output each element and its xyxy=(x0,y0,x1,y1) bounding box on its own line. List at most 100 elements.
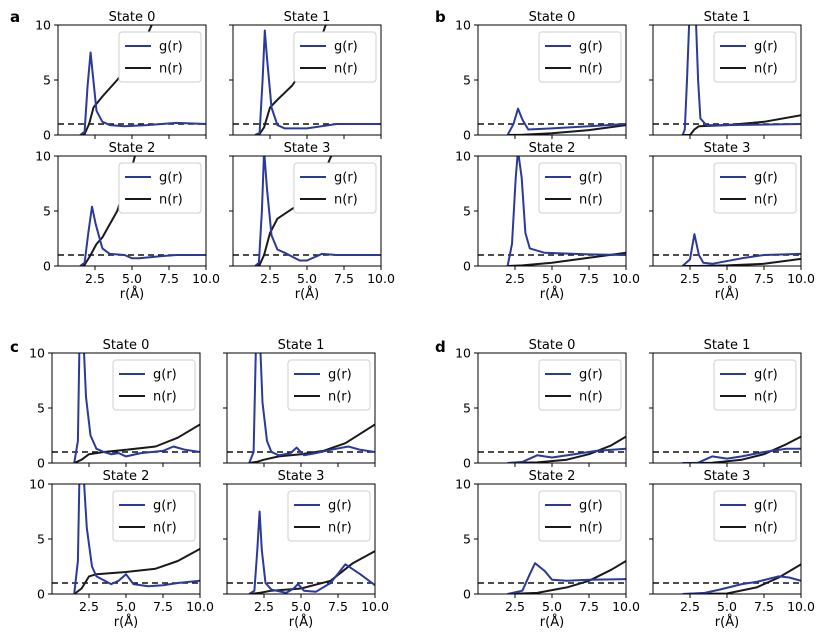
g-r-series-line xyxy=(506,156,626,266)
panel-letter-b: b xyxy=(435,8,446,26)
legend-box xyxy=(538,31,622,83)
y-tick-label: 10 xyxy=(29,477,45,492)
subplot-title: State 2 xyxy=(103,469,150,484)
x-axis-label: r(Å) xyxy=(540,286,564,302)
legend: g(r) n(r) xyxy=(118,31,202,83)
y-tick-label: 10 xyxy=(35,149,51,164)
n-r-series-line xyxy=(682,257,801,266)
x-tick-label: 5.0 xyxy=(122,271,142,286)
x-axis-label: r(Å) xyxy=(289,614,313,630)
x-tick-label: 7.5 xyxy=(754,271,774,286)
x-tick-label: 7.5 xyxy=(579,599,599,614)
legend-box xyxy=(118,162,202,214)
y-tick-label: 10 xyxy=(35,18,51,33)
g-r-series-line xyxy=(682,575,801,594)
x-tick-label: 5.0 xyxy=(297,271,317,286)
subplot-a-state-2: State 2 0 5 10 2.5 5.0 7.5 10.0 r(Å) g(r) n(r) xyxy=(35,141,220,302)
g-r-series-line xyxy=(79,205,206,266)
legend-label-g-r: g(r) xyxy=(754,499,778,514)
legend-label-g-r: g(r) xyxy=(328,499,352,514)
legend-label-g-r: g(r) xyxy=(153,499,177,514)
subplot-title: State 1 xyxy=(284,10,331,25)
legend-label-g-r: g(r) xyxy=(334,40,358,55)
g-r-series-line xyxy=(248,353,375,463)
y-tick-label: 10 xyxy=(455,346,471,361)
x-axis-label: r(Å) xyxy=(540,614,564,630)
legend-box xyxy=(538,162,622,214)
g-r-series-line xyxy=(506,107,626,135)
x-tick-label: 2.5 xyxy=(79,599,99,614)
y-tick-label: 0 xyxy=(37,587,45,602)
legend-label-g-r: g(r) xyxy=(334,171,358,186)
g-r-series-line xyxy=(79,51,206,135)
legend-label-n-r: n(r) xyxy=(754,390,778,405)
legend-box xyxy=(293,162,377,214)
x-tick-label: 2.5 xyxy=(505,271,525,286)
x-tick-label: 5.0 xyxy=(717,599,737,614)
legend-label-g-r: g(r) xyxy=(754,368,778,383)
y-tick-label: 10 xyxy=(29,346,45,361)
y-tick-label: 0 xyxy=(43,259,51,274)
x-tick-label: 10.0 xyxy=(192,271,220,286)
legend: g(r) n(r) xyxy=(293,162,377,214)
y-tick-label: 0 xyxy=(463,587,471,602)
x-tick-label: 7.5 xyxy=(334,271,354,286)
legend-box xyxy=(287,359,371,411)
legend-label-n-r: n(r) xyxy=(153,390,177,405)
x-tick-label: 2.5 xyxy=(85,271,105,286)
y-tick-label: 5 xyxy=(37,532,45,547)
subplot-c-state-2: State 2 0 5 10 2.5 5.0 7.5 10.0 r(Å) g(r) n(r) xyxy=(29,469,214,630)
panel-letter-a: a xyxy=(10,8,20,26)
legend-label-n-r: n(r) xyxy=(153,521,177,536)
subplot-a-state-1: State 1g(r) n(r) xyxy=(229,10,382,139)
legend-box xyxy=(538,359,622,411)
x-axis-label: r(Å) xyxy=(120,286,144,302)
x-axis-label: r(Å) xyxy=(114,614,138,630)
subplot-d-state-1: State 1g(r) n(r) xyxy=(649,338,802,467)
subplot-b-state-3: State 3 2.5 5.0 7.5 10.0 r(Å) g(r) n(r) xyxy=(649,141,815,302)
x-axis-label: r(Å) xyxy=(715,614,739,630)
legend-label-g-r: g(r) xyxy=(328,368,352,383)
x-tick-label: 7.5 xyxy=(328,599,348,614)
legend: g(r) n(r) xyxy=(713,359,797,411)
g-r-series-line xyxy=(248,510,375,594)
legend-box xyxy=(713,359,797,411)
n-r-series-line xyxy=(73,548,200,594)
y-tick-label: 0 xyxy=(463,128,471,143)
g-r-series-line xyxy=(682,447,801,463)
g-r-series-line xyxy=(681,233,801,266)
y-tick-label: 10 xyxy=(455,149,471,164)
subplot-d-state-3: State 3 2.5 5.0 7.5 10.0 r(Å) g(r) n(r) xyxy=(649,469,815,630)
x-tick-label: 7.5 xyxy=(153,599,173,614)
subplot-d-state-0: State 0 0 5 10 g(r) n(r) xyxy=(455,338,627,471)
legend-label-g-r: g(r) xyxy=(754,40,778,55)
legend: g(r) n(r) xyxy=(538,162,622,214)
x-tick-label: 2.5 xyxy=(260,271,280,286)
g-r-series-line xyxy=(73,484,200,594)
y-tick-label: 0 xyxy=(463,259,471,274)
subplot-c-state-3: State 3 2.5 5.0 7.5 10.0 r(Å) g(r) n(r) xyxy=(223,469,389,630)
legend-box xyxy=(538,490,622,542)
x-tick-label: 5.0 xyxy=(116,599,136,614)
subplot-c-state-1: State 1g(r) n(r) xyxy=(223,338,376,467)
subplot-title: State 1 xyxy=(278,338,325,353)
x-tick-label: 10.0 xyxy=(612,599,640,614)
subplot-title: State 1 xyxy=(704,10,751,25)
subplot-title: State 2 xyxy=(109,141,156,156)
subplot-a-state-3: State 3 2.5 5.0 7.5 10.0 r(Å) g(r) n(r) xyxy=(229,141,395,302)
subplot-title: State 3 xyxy=(704,141,751,156)
x-tick-label: 5.0 xyxy=(542,599,562,614)
y-tick-label: 5 xyxy=(463,73,471,88)
y-tick-label: 5 xyxy=(43,204,51,219)
legend: g(r) n(r) xyxy=(713,490,797,542)
x-tick-label: 5.0 xyxy=(291,599,311,614)
legend-label-n-r: n(r) xyxy=(754,62,778,77)
legend-box xyxy=(713,490,797,542)
legend-label-g-r: g(r) xyxy=(754,171,778,186)
panel-letter-d: d xyxy=(435,338,446,356)
y-tick-label: 5 xyxy=(37,401,45,416)
legend-label-n-r: n(r) xyxy=(579,390,603,405)
